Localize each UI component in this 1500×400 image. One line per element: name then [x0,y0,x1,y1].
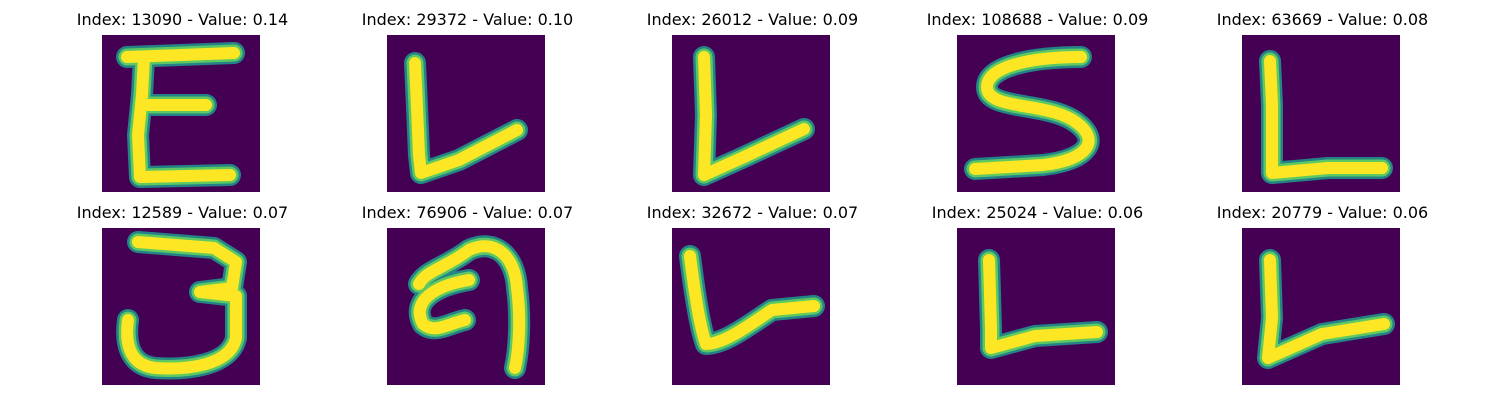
panel-title: Index: 29372 - Value: 0.10 [361,10,574,29]
panel-title: Index: 32672 - Value: 0.07 [646,203,859,222]
glyph-image [102,35,260,192]
panel-index: 20779 [1271,203,1323,222]
glyph-image [102,228,260,385]
image-panel: Index: 25024 - Value: 0.06 [895,203,1180,393]
image-panel: Index: 32672 - Value: 0.07 [610,203,895,393]
panel-title: Index: 13090 - Value: 0.14 [76,10,289,29]
panel-index: 13090 [131,10,183,29]
image-panel: Index: 108688 - Value: 0.09 [895,10,1180,200]
letter-L-glyph [672,35,830,192]
panel-index: 29372 [416,10,468,29]
panel-value: 0.07 [537,203,574,222]
letter-L-glyph [672,228,830,385]
panel-value: 0.07 [822,203,859,222]
panel-index: 108688 [981,10,1043,29]
glyph-image [387,228,545,385]
glyph-image [1242,35,1400,192]
panel-index: 76906 [416,203,468,222]
panel-value: 0.09 [1112,10,1149,29]
image-panel: Index: 63669 - Value: 0.08 [1180,10,1465,200]
panel-value: 0.14 [252,10,289,29]
image-panel: Index: 12589 - Value: 0.07 [40,203,325,393]
letter-L-glyph [387,35,545,192]
glyph-image [672,35,830,192]
image-panel: Index: 13090 - Value: 0.14 [40,10,325,200]
image-panel: Index: 29372 - Value: 0.10 [325,10,610,200]
panel-index: 25024 [986,203,1038,222]
glyph-image [387,35,545,192]
image-panel: Index: 76906 - Value: 0.07 [325,203,610,393]
glyph-image [957,228,1115,385]
curl-stroke-glyph [387,228,545,385]
glyph-image [1242,228,1400,385]
panel-index: 26012 [701,10,753,29]
glyph-image [957,35,1115,192]
panel-title: Index: 63669 - Value: 0.08 [1216,10,1429,29]
panel-title: Index: 108688 - Value: 0.09 [926,10,1149,29]
panel-value: 0.06 [1107,203,1144,222]
panel-title: Index: 25024 - Value: 0.06 [931,203,1144,222]
letter-E-glyph [102,35,260,192]
letter-S-glyph [957,35,1115,192]
digit-3-glyph [102,228,260,385]
image-panel: Index: 26012 - Value: 0.09 [610,10,895,200]
panel-value: 0.09 [822,10,859,29]
panel-value: 0.10 [537,10,574,29]
panel-index: 12589 [131,203,183,222]
letter-L-glyph [957,228,1115,385]
panel-title: Index: 76906 - Value: 0.07 [361,203,574,222]
panel-value: 0.06 [1392,203,1429,222]
glyph-image [672,228,830,385]
panel-title: Index: 12589 - Value: 0.07 [76,203,289,222]
letter-L-glyph [1242,35,1400,192]
panel-title: Index: 20779 - Value: 0.06 [1216,203,1429,222]
panel-index: 63669 [1271,10,1323,29]
image-panel: Index: 20779 - Value: 0.06 [1180,203,1465,393]
panel-value: 0.07 [252,203,289,222]
panel-title: Index: 26012 - Value: 0.09 [646,10,859,29]
panel-index: 32672 [701,203,753,222]
letter-L-glyph [1242,228,1400,385]
panel-value: 0.08 [1392,10,1429,29]
